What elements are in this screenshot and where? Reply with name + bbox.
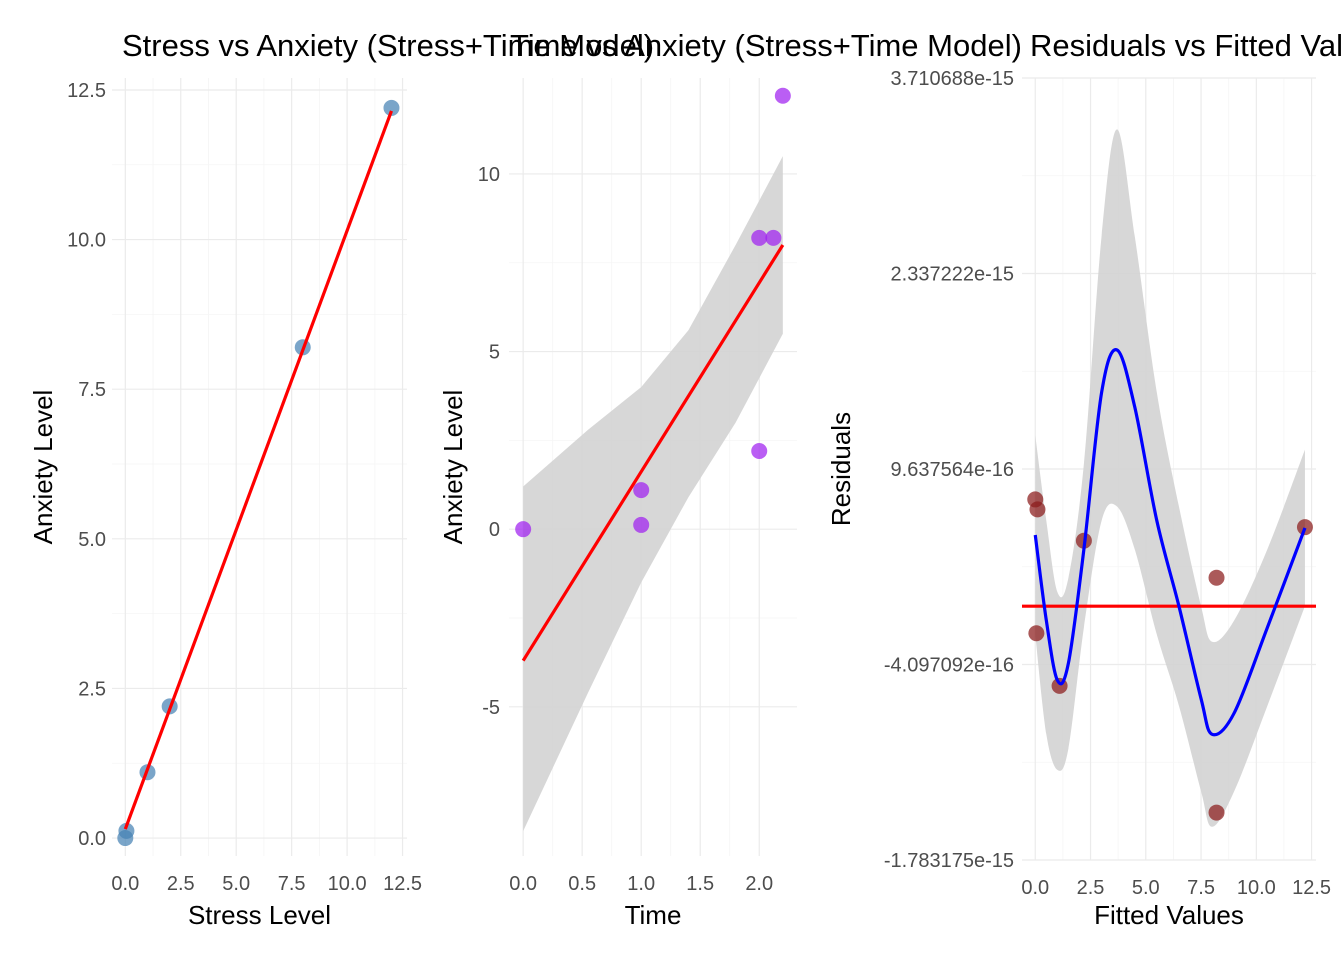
x-tick-label: 0.5: [568, 873, 596, 895]
y-tick-label: 2.5: [78, 678, 106, 700]
x-tick-label: 10.0: [328, 873, 367, 895]
regression-line: [123, 110, 393, 830]
data-point-3: [1028, 625, 1045, 642]
y-tick-label: 3.710688e-15: [891, 68, 1014, 90]
x-tick-label: 5.0: [222, 873, 250, 895]
data-point-8: [1296, 519, 1313, 536]
panel-3: 0.0 2.5 5.0 7.5 10.0 12.5 -1.783175e-15 -4.0970…: [826, 28, 1344, 930]
y-tick-label: -5: [482, 697, 500, 719]
x-axis-title: Fitted Values: [1094, 900, 1244, 930]
chart-title: Time vs Anxiety (Stress+Time Model): [510, 28, 1022, 63]
y-tick-label: 12.5: [67, 80, 106, 102]
chart-title: Stress vs Anxiety (Stress+Time Model): [122, 28, 654, 63]
data-point-2: [118, 822, 135, 839]
y-tick-label: 7.5: [78, 379, 106, 401]
x-tick-label: 12.5: [1292, 877, 1331, 899]
x-tick-label: 2.0: [745, 873, 773, 895]
smooth-confidence-band: [1035, 129, 1305, 827]
y-tick-label: 0.0: [78, 828, 106, 850]
regression-line: [521, 244, 785, 662]
y-axis-title: Residuals: [826, 412, 856, 526]
data-point-4: [751, 229, 768, 246]
y-tick-label: 0: [489, 519, 500, 541]
chart-title: Residuals vs Fitted Values: [1030, 28, 1344, 63]
data-point-6: [1208, 569, 1225, 586]
y-axis-title: Anxiety Level: [438, 390, 468, 545]
y-tick-label: -4.097092e-16: [884, 655, 1014, 677]
data-point-2: [633, 482, 650, 499]
x-tick-label: 7.5: [1187, 877, 1215, 899]
y-tick-label: 5.0: [78, 529, 106, 551]
confidence-band: [523, 156, 783, 832]
y-tick-label: -1.783175e-15: [884, 850, 1014, 872]
x-tick-label: 0.0: [111, 873, 139, 895]
data-point-7: [774, 87, 791, 104]
x-axis-title: Stress Level: [188, 900, 331, 930]
x-tick-label: 2.5: [167, 873, 195, 895]
panel-2: 0.0 0.5 1.0 1.5 2.0 -5 0 5 10 Time Anxiety Level Ti…: [438, 28, 1022, 930]
loess-smooth-line: [1033, 348, 1307, 737]
x-tick-label: 10.0: [1237, 877, 1276, 899]
data-point-7: [1208, 804, 1225, 821]
panel-1: 0.0 2.5 5.0 7.5 10.0 12.5 0.0 2.5 5.0 7.5 10.0 12.5…: [28, 28, 654, 930]
x-tick-label: 0.0: [509, 873, 537, 895]
y-tick-label: 10: [478, 164, 500, 186]
data-point-2: [1029, 501, 1046, 518]
x-tick-label: 1.5: [686, 873, 714, 895]
x-tick-label: 5.0: [1132, 877, 1160, 899]
data-point-5: [751, 443, 768, 460]
y-tick-label: 5: [489, 342, 500, 364]
data-point-6: [383, 99, 400, 116]
y-axis-title: Anxiety Level: [28, 390, 58, 545]
x-axis-title: Time: [625, 900, 682, 930]
x-tick-label: 0.0: [1021, 877, 1049, 899]
x-tick-label: 12.5: [383, 873, 422, 895]
data-point-1: [515, 521, 532, 538]
x-tick-label: 1.0: [627, 873, 655, 895]
y-tick-label: 10.0: [67, 230, 106, 252]
x-tick-label: 2.5: [1077, 877, 1105, 899]
y-tick-label: 9.637564e-16: [891, 459, 1014, 481]
x-tick-label: 7.5: [278, 873, 306, 895]
data-point-6: [765, 229, 782, 246]
y-tick-label: 2.337222e-15: [891, 264, 1014, 286]
data-point-3: [633, 516, 650, 533]
